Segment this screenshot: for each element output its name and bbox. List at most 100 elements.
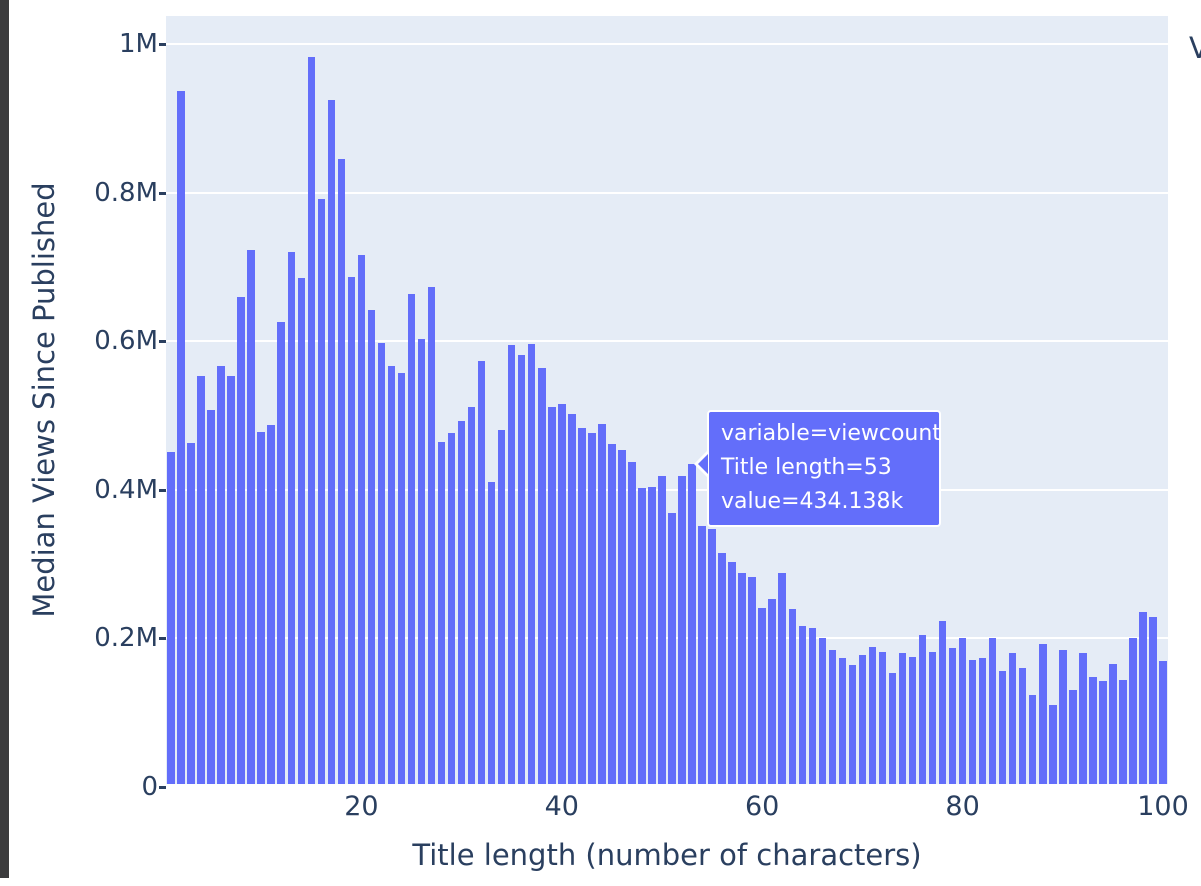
bar-title-length-59[interactable] bbox=[748, 576, 756, 784]
bar-title-length-88[interactable] bbox=[1039, 644, 1047, 784]
bar-title-length-83[interactable] bbox=[988, 638, 997, 784]
bar-title-length-65[interactable] bbox=[808, 627, 817, 784]
bar-title-length-39[interactable] bbox=[548, 407, 556, 784]
bar-title-length-67[interactable] bbox=[828, 650, 837, 784]
bar-title-length-40[interactable] bbox=[558, 403, 566, 784]
bar-title-length-61[interactable] bbox=[768, 599, 776, 784]
bar-title-length-28[interactable] bbox=[437, 441, 446, 784]
bar-title-length-55[interactable] bbox=[708, 529, 716, 784]
bar-title-length-20[interactable] bbox=[357, 255, 366, 784]
bar-title-length-52[interactable] bbox=[678, 476, 686, 784]
bar-title-length-90[interactable] bbox=[1059, 650, 1067, 784]
bar-title-length-86[interactable] bbox=[1018, 668, 1027, 784]
bar-title-length-45[interactable] bbox=[608, 443, 616, 784]
bar-title-length-12[interactable] bbox=[277, 321, 285, 784]
bar-title-length-11[interactable] bbox=[267, 425, 275, 784]
bar-title-length-50[interactable] bbox=[658, 476, 666, 784]
bar-title-length-34[interactable] bbox=[497, 430, 506, 784]
bar-title-length-38[interactable] bbox=[538, 367, 546, 784]
bar-title-length-63[interactable] bbox=[788, 609, 796, 784]
bar-title-length-36[interactable] bbox=[517, 355, 526, 784]
bar-title-length-80[interactable] bbox=[958, 637, 967, 784]
bar-title-length-71[interactable] bbox=[868, 646, 877, 784]
bar-title-length-89[interactable] bbox=[1049, 705, 1057, 784]
bar-title-length-58[interactable] bbox=[738, 573, 746, 784]
bar-title-length-37[interactable] bbox=[527, 344, 536, 784]
bar-title-length-29[interactable] bbox=[447, 433, 456, 784]
bar-title-length-4[interactable] bbox=[197, 376, 205, 784]
bar-title-length-2[interactable] bbox=[177, 90, 185, 784]
bar-title-length-1[interactable] bbox=[167, 451, 175, 784]
bar-title-length-42[interactable] bbox=[578, 428, 586, 784]
bar-title-length-78[interactable] bbox=[938, 621, 947, 784]
bar-title-length-33[interactable] bbox=[487, 481, 496, 784]
bar-title-length-9[interactable] bbox=[247, 249, 255, 784]
bar-title-length-22[interactable] bbox=[377, 342, 386, 784]
bar-title-length-93[interactable] bbox=[1089, 677, 1097, 784]
bar-title-length-44[interactable] bbox=[598, 424, 606, 784]
bar-title-length-47[interactable] bbox=[628, 462, 636, 784]
bar-title-length-77[interactable] bbox=[928, 651, 937, 784]
bar-title-length-95[interactable] bbox=[1109, 663, 1117, 784]
bar-title-length-43[interactable] bbox=[588, 433, 596, 784]
bar-title-length-24[interactable] bbox=[397, 373, 406, 784]
bar-title-length-74[interactable] bbox=[898, 653, 907, 784]
bar-title-length-56[interactable] bbox=[718, 552, 726, 784]
bar-title-length-51[interactable] bbox=[668, 512, 676, 784]
bar-title-length-73[interactable] bbox=[888, 673, 897, 784]
bar-title-length-72[interactable] bbox=[878, 651, 887, 784]
bar-title-length-68[interactable] bbox=[838, 658, 847, 784]
plot-area[interactable] bbox=[166, 16, 1168, 787]
bar-title-length-8[interactable] bbox=[237, 296, 245, 784]
bar-title-length-46[interactable] bbox=[618, 449, 626, 784]
bar-title-length-79[interactable] bbox=[948, 648, 957, 784]
bar-title-length-31[interactable] bbox=[467, 407, 476, 784]
bar-title-length-75[interactable] bbox=[908, 656, 917, 784]
bar-title-length-84[interactable] bbox=[998, 671, 1007, 784]
bar-title-length-27[interactable] bbox=[427, 286, 436, 784]
bar-title-length-7[interactable] bbox=[227, 376, 235, 784]
bar-title-length-13[interactable] bbox=[287, 252, 295, 784]
bar-title-length-64[interactable] bbox=[798, 625, 807, 784]
bar-title-length-60[interactable] bbox=[758, 607, 766, 784]
bar-title-length-48[interactable] bbox=[638, 487, 646, 784]
bar-title-length-41[interactable] bbox=[568, 414, 576, 784]
bar-title-length-14[interactable] bbox=[297, 278, 306, 784]
bar-title-length-18[interactable] bbox=[337, 159, 346, 784]
bar-title-length-10[interactable] bbox=[257, 431, 265, 784]
bar-title-length-6[interactable] bbox=[217, 365, 225, 784]
bar-title-length-82[interactable] bbox=[978, 658, 987, 784]
bar-title-length-94[interactable] bbox=[1099, 681, 1107, 784]
bar-title-length-97[interactable] bbox=[1129, 638, 1137, 784]
bar-title-length-99[interactable] bbox=[1149, 616, 1157, 784]
bar-title-length-5[interactable] bbox=[207, 410, 215, 784]
bar-title-length-23[interactable] bbox=[387, 366, 396, 784]
bar-title-length-92[interactable] bbox=[1079, 653, 1087, 784]
bar-title-length-16[interactable] bbox=[317, 198, 326, 784]
bar-title-length-30[interactable] bbox=[457, 420, 466, 784]
bar-title-length-76[interactable] bbox=[918, 634, 927, 784]
bar-title-length-26[interactable] bbox=[417, 338, 426, 784]
bar-title-length-17[interactable] bbox=[327, 99, 336, 784]
bar-title-length-66[interactable] bbox=[818, 637, 827, 784]
bar-title-length-87[interactable] bbox=[1028, 694, 1037, 784]
bar-title-length-69[interactable] bbox=[848, 665, 857, 784]
bar-title-length-15[interactable] bbox=[307, 56, 316, 784]
bar-title-length-21[interactable] bbox=[367, 309, 376, 784]
bar-title-length-35[interactable] bbox=[507, 344, 516, 784]
bar-title-length-19[interactable] bbox=[347, 277, 356, 784]
bar-title-length-96[interactable] bbox=[1119, 680, 1127, 784]
bar-title-length-53[interactable] bbox=[688, 464, 696, 784]
bar-title-length-25[interactable] bbox=[407, 294, 416, 784]
bar-title-length-3[interactable] bbox=[187, 442, 195, 784]
bar-title-length-32[interactable] bbox=[477, 360, 486, 784]
bar-title-length-98[interactable] bbox=[1139, 611, 1147, 784]
bar-title-length-100[interactable] bbox=[1159, 661, 1167, 784]
bar-title-length-49[interactable] bbox=[648, 486, 656, 784]
bar-title-length-91[interactable] bbox=[1069, 689, 1077, 784]
bar-title-length-62[interactable] bbox=[778, 573, 786, 784]
bar-title-length-85[interactable] bbox=[1008, 653, 1017, 784]
bar-title-length-54[interactable] bbox=[698, 526, 706, 784]
bar-title-length-70[interactable] bbox=[858, 654, 867, 784]
bar-title-length-81[interactable] bbox=[968, 659, 977, 784]
